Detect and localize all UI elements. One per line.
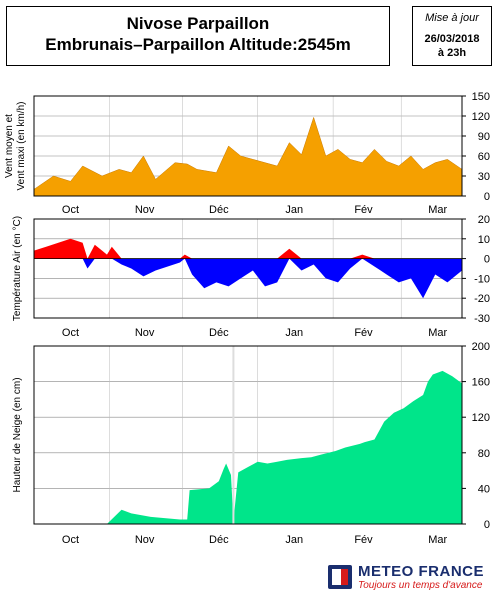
month-label: Jan <box>285 204 303 216</box>
station-location: Embrunais–Parpaillon Altitude:2545m <box>45 35 351 54</box>
month-label: Nov <box>135 204 155 216</box>
wind-area <box>33 116 463 197</box>
y-tick-label: 120 <box>472 111 490 123</box>
logo-tagline: Toujours un temps d'avance <box>358 580 483 591</box>
y-tick-label: 10 <box>478 234 490 246</box>
y-tick-label: 160 <box>472 377 490 389</box>
y-tick-label: 80 <box>478 448 490 460</box>
y-tick-label: -10 <box>474 273 490 285</box>
y-tick-label: 150 <box>472 91 490 103</box>
update-label: Mise à jour <box>425 12 479 24</box>
y-tick-label: 120 <box>472 412 490 424</box>
month-label: Fév <box>354 327 373 339</box>
month-label: Déc <box>209 204 229 216</box>
chart-panel-3: 0 40 80 120 160 200 Oct Nov Déc Jan Fév Mar Hauteur … <box>12 341 490 546</box>
month-label: Jan <box>285 534 303 546</box>
y-axis-label: Hauteur de Neige (en cm) <box>12 377 23 492</box>
y-tick-label: 0 <box>484 254 490 266</box>
month-label: Fév <box>354 204 373 216</box>
y-tick-label: 90 <box>478 131 490 143</box>
chart-panel-2: -30 -20 -10 0 10 20 Oct Nov Déc Jan Fév Mar Températ… <box>12 214 490 339</box>
y-tick-label: 40 <box>478 483 490 495</box>
y-tick-label: 0 <box>484 519 490 531</box>
update-box: Mise à jour 26/03/2018 à 23h <box>412 6 492 66</box>
y-tick-label: -20 <box>474 293 490 305</box>
y-tick-label: 0 <box>484 191 490 203</box>
meteo-france-logo: METEO FRANCE Toujours un temps d'avance <box>326 561 496 593</box>
month-label: Jan <box>285 327 303 339</box>
month-label: Nov <box>135 327 155 339</box>
month-label: Oct <box>62 204 79 216</box>
temperature-cold-area <box>34 258 462 299</box>
plot-frame <box>33 95 463 197</box>
month-label: Mar <box>428 534 447 546</box>
month-label: Fév <box>354 534 373 546</box>
chart-panel-1: 0 30 60 90 120 150 Oct Nov Déc Jan Fév Mar Vent moye… <box>4 91 490 216</box>
station-name: Nivose Parpaillon <box>126 14 270 33</box>
y-axis-label: Vent moyen etVent maxi (en km/h) <box>4 102 27 191</box>
y-tick-label: 30 <box>478 171 490 183</box>
snow-depth-area <box>34 370 462 524</box>
y-tick-label: 20 <box>478 214 490 226</box>
logo-name: METEO FRANCE <box>358 563 484 580</box>
y-tick-label: 200 <box>472 341 490 353</box>
y-tick-label: -30 <box>474 313 490 325</box>
plot-frame <box>33 218 463 319</box>
temperature-warm-area <box>34 238 462 259</box>
update-time: à 23h <box>437 47 467 59</box>
month-label: Déc <box>209 327 229 339</box>
y-axis-label: Température Air (en °C) <box>12 216 23 321</box>
update-date: 26/03/2018 <box>424 33 480 45</box>
month-label: Nov <box>135 534 155 546</box>
y-tick-label: 60 <box>478 151 490 163</box>
month-label: Mar <box>428 327 447 339</box>
month-label: Oct <box>62 327 79 339</box>
title-box: Nivose Parpaillon Embrunais–Parpaillon A… <box>6 6 390 66</box>
month-label: Déc <box>209 534 229 546</box>
month-label: Mar <box>428 204 447 216</box>
month-label: Oct <box>62 534 79 546</box>
meteo-france-logo-icon <box>328 565 352 589</box>
plot-frame <box>33 345 463 525</box>
